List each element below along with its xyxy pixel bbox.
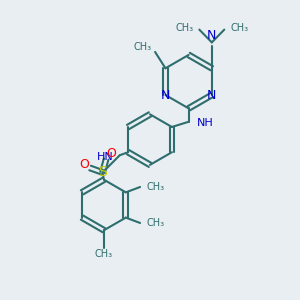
Text: CH₃: CH₃ [147,218,165,228]
Text: HN: HN [97,152,113,162]
Text: O: O [79,158,89,171]
Text: N: N [207,29,217,42]
Text: NH: NH [197,118,214,128]
Text: S: S [98,165,107,179]
Text: O: O [106,147,116,160]
Text: CH₃: CH₃ [230,23,248,33]
Text: CH₃: CH₃ [175,23,194,33]
Text: N: N [161,88,170,101]
Text: CH₃: CH₃ [134,42,152,52]
Text: N: N [207,88,217,101]
Text: CH₃: CH₃ [147,182,165,192]
Text: CH₃: CH₃ [95,249,113,259]
